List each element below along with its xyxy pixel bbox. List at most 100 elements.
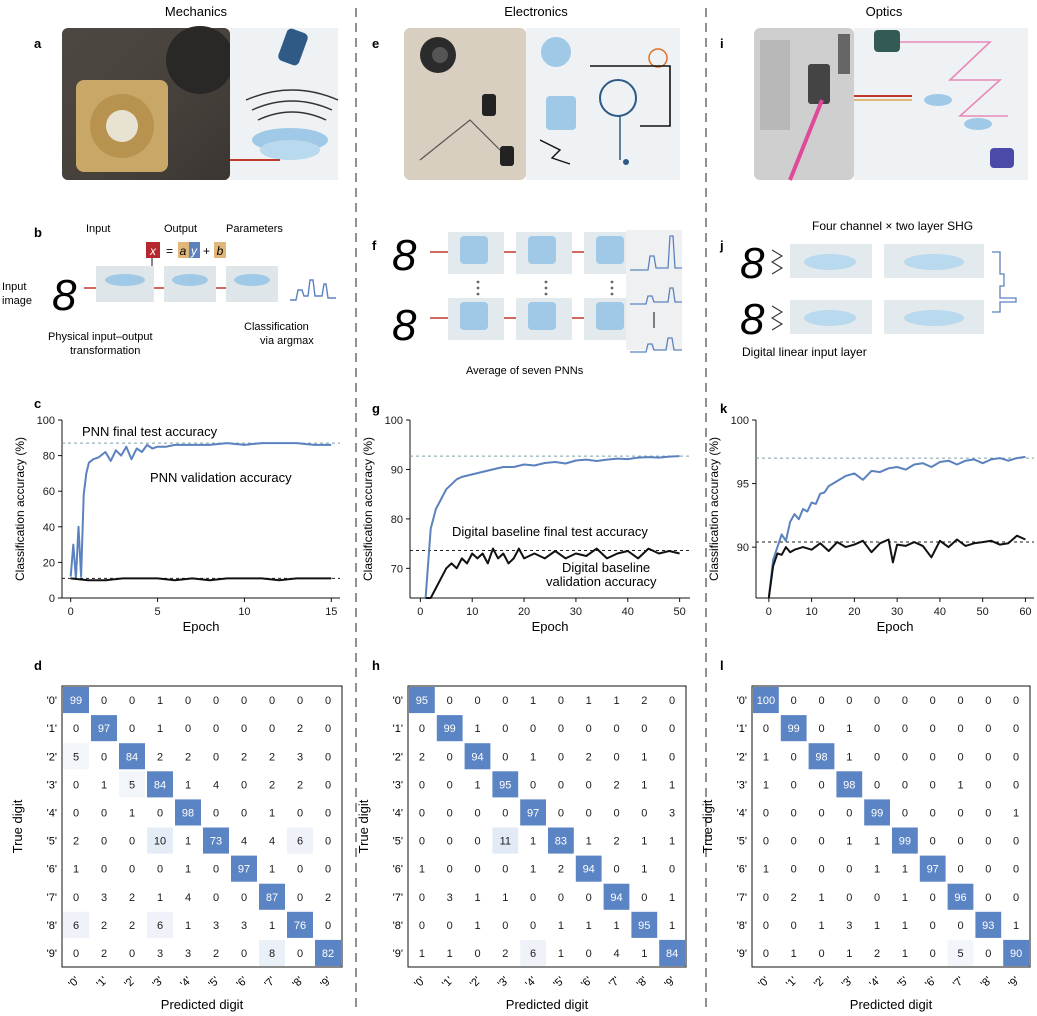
matrix-frame xyxy=(61,685,343,968)
pnn-series-line xyxy=(767,455,1026,599)
cell-value: 84 xyxy=(126,751,138,763)
cell-value: 0 xyxy=(530,892,536,904)
panel-i-schematic xyxy=(854,28,1028,180)
x-tick-label: 0 xyxy=(766,606,772,618)
cell-value: 1 xyxy=(902,864,908,876)
diagonal-cell xyxy=(864,799,890,826)
panel-a-schematic xyxy=(230,28,339,180)
offdiag-cell xyxy=(492,827,519,854)
diagonal-cell xyxy=(315,939,341,966)
cell-value: 11 xyxy=(500,836,511,848)
col-label: '8' xyxy=(635,975,651,991)
cell-value: 2 xyxy=(269,779,275,791)
cell-value: 97 xyxy=(527,807,539,819)
cell-value: 0 xyxy=(241,779,247,791)
column-title-electronics: Electronics xyxy=(504,4,568,19)
cell-value: 0 xyxy=(818,723,824,735)
offdiag-cell xyxy=(947,939,974,966)
cell-value: 1 xyxy=(558,948,564,960)
row-label: '9' xyxy=(47,948,57,960)
cell-value: 0 xyxy=(985,864,991,876)
x-tick-label: 20 xyxy=(518,606,530,618)
col-label: '1' xyxy=(440,975,456,991)
cell-value: 0 xyxy=(129,864,135,876)
col-label: '2' xyxy=(468,975,484,991)
cell-value: 0 xyxy=(297,807,303,819)
cell-value: 0 xyxy=(1013,836,1019,848)
diagram-b-transform-1: Physical input–output xyxy=(48,331,153,343)
cell-value: 3 xyxy=(447,892,453,904)
cell-value: 1 xyxy=(763,779,769,791)
diagonal-cell xyxy=(520,799,546,826)
cell-value: 0 xyxy=(930,920,936,932)
cell-value: 1 xyxy=(269,807,275,819)
baseline-series-line xyxy=(425,547,680,599)
panel-letter-h: h xyxy=(372,658,380,673)
diagram-j-caption: Digital linear input layer xyxy=(742,345,867,359)
cell-value: 1 xyxy=(641,864,647,876)
cell-value: 0 xyxy=(1013,723,1019,735)
cell-value: 0 xyxy=(558,751,564,763)
cell-value: 0 xyxy=(447,836,453,848)
chart-annotation: Digital baseline final test accuracy xyxy=(452,524,648,539)
col-label: '5' xyxy=(551,975,567,991)
offdiag-cell xyxy=(63,911,89,938)
panel-a-photo xyxy=(62,26,234,180)
cell-value: 0 xyxy=(241,892,247,904)
panel-e-photo xyxy=(404,28,526,180)
col-label: '9' xyxy=(318,975,334,991)
cell-value: 1 xyxy=(269,864,275,876)
cell-value: 1 xyxy=(419,864,425,876)
cell-value: 0 xyxy=(447,920,453,932)
diagram-j-digit-top: 8 xyxy=(740,239,765,288)
pnn-series-line xyxy=(424,455,680,599)
cell-value: 0 xyxy=(902,807,908,819)
chart-g: 70 80 90 100 0 10 20 30 40 50 Epoch Classification … xyxy=(361,415,690,634)
cell-value: 4 xyxy=(269,836,275,848)
y-tick-label: 0 xyxy=(49,593,55,605)
cell-value: 97 xyxy=(927,864,939,876)
cell-value: 0 xyxy=(474,864,480,876)
cell-value: 0 xyxy=(930,723,936,735)
cell-value: 0 xyxy=(1013,779,1019,791)
diagram-b-classif-2: via argmax xyxy=(260,335,314,347)
cell-value: 1 xyxy=(641,948,647,960)
diagram-b: Input Output Parameters x = a y + b Inpu… xyxy=(2,223,336,357)
cell-value: 0 xyxy=(1013,695,1019,707)
baseline-series-line xyxy=(70,577,332,582)
y-tick-label: 100 xyxy=(37,415,55,427)
eq-x-box xyxy=(146,242,160,258)
row-label: '0' xyxy=(737,695,747,707)
diagram-j-title: Four channel × two layer SHG xyxy=(812,219,973,233)
cell-value: 0 xyxy=(241,807,247,819)
cell-value: 1 xyxy=(586,920,592,932)
y-tick-label: 80 xyxy=(391,514,403,526)
cell-value: 0 xyxy=(558,695,564,707)
col-label: '1' xyxy=(784,975,800,991)
panel-letter-f: f xyxy=(372,238,377,253)
cell-value: 0 xyxy=(447,864,453,876)
cell-value: 1 xyxy=(474,723,480,735)
col-label: '6' xyxy=(234,975,250,991)
offdiag-cell xyxy=(259,939,285,966)
y-axis-label: True digit xyxy=(700,799,715,853)
cell-value: 2 xyxy=(73,836,79,848)
cell-value: 0 xyxy=(558,723,564,735)
cell-value: 0 xyxy=(930,695,936,707)
cell-value: 0 xyxy=(1013,864,1019,876)
cell-value: 0 xyxy=(474,836,480,848)
cell-value: 95 xyxy=(638,920,650,932)
cell-value: 1 xyxy=(669,920,675,932)
cell-value: 98 xyxy=(843,779,855,791)
panel-i-photo xyxy=(754,28,854,181)
cell-value: 0 xyxy=(419,723,425,735)
cell-value: 0 xyxy=(558,779,564,791)
diagram-j: Four channel × two layer SHG 8 8 Digital… xyxy=(740,219,1017,359)
cell-value: 1 xyxy=(474,892,480,904)
col-label: '4' xyxy=(178,975,194,991)
cell-value: 1 xyxy=(669,779,675,791)
cell-value: 0 xyxy=(641,892,647,904)
cell-value: 3 xyxy=(241,920,247,932)
